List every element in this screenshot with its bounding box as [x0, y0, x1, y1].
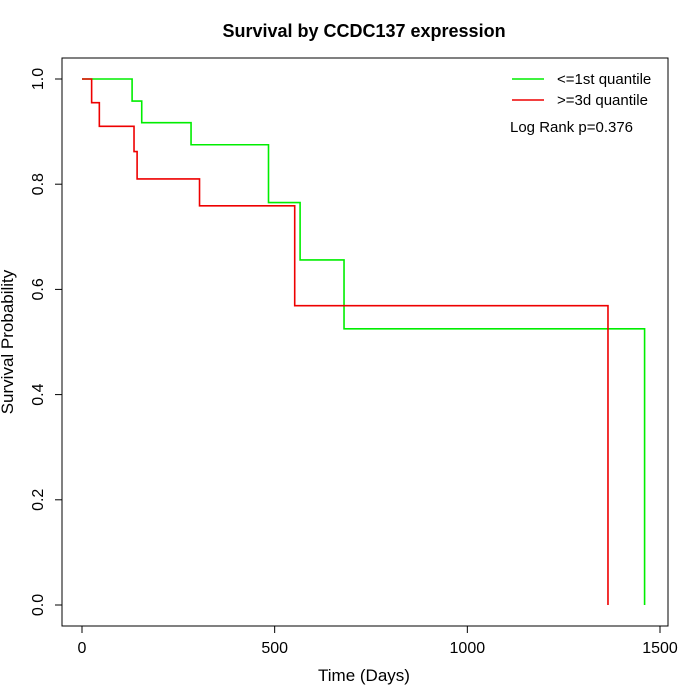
y-tick-label: 0.0	[30, 594, 47, 616]
x-axis-label: Time (Days)	[318, 666, 410, 685]
y-axis: 0.0 0.2 0.4 0.6 0.8 1.0	[30, 68, 63, 616]
legend-label: <=1st quantile	[557, 71, 651, 88]
x-tick-label: 1000	[450, 640, 486, 657]
x-tick-label: 1500	[642, 640, 678, 657]
y-axis-label: Survival Probability	[0, 269, 17, 414]
series-layer	[82, 78, 646, 605]
y-tick-label: 0.6	[30, 278, 47, 300]
y-tick-label: 0.4	[30, 383, 47, 405]
y-tick-label: 1.0	[30, 68, 47, 90]
plot-frame	[61, 57, 669, 627]
chart-title: Survival by CCDC137 expression	[222, 21, 505, 41]
legend-label: >=3d quantile	[557, 92, 648, 109]
x-tick-label: 500	[261, 640, 288, 657]
series-line-2	[82, 78, 609, 605]
x-axis: 0 500 1000 1500	[78, 625, 678, 657]
y-tick-label: 0.8	[30, 173, 47, 195]
x-tick-label: 0	[78, 640, 87, 657]
legend: <=1st quantile >=3d quantile	[512, 71, 651, 109]
y-tick-label: 0.2	[30, 489, 47, 511]
series-line-1	[82, 78, 646, 605]
logrank-annotation: Log Rank p=0.376	[510, 119, 633, 136]
